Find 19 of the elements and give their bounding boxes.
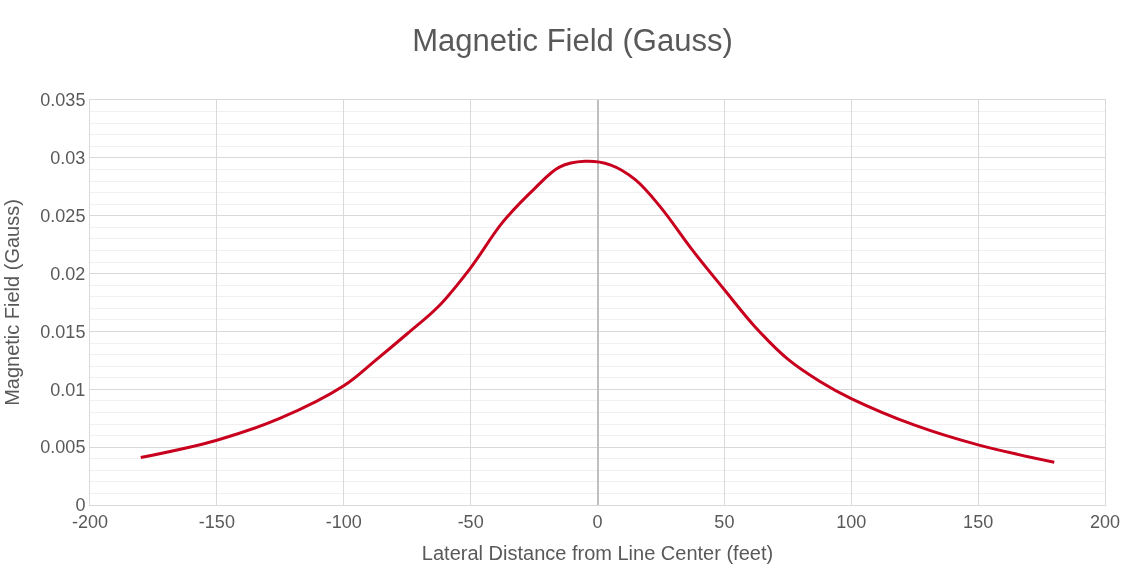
line-series [139,159,1056,464]
x-tick-label: -50 [457,511,484,532]
y-tick-label: 0.015 [40,321,86,342]
x-tick-label: 100 [836,511,867,532]
x-tick-label: 150 [963,511,994,532]
y-axis-title: Magnetic Field (Gauss) [0,199,23,406]
y-tick-label: 0.03 [50,148,86,169]
x-tick-label: 200 [1089,511,1121,532]
chart-title: Magnetic Field (Gauss) [412,22,733,58]
y-tick-label: 0.035 [40,90,86,111]
x-tick-label: -100 [325,511,362,532]
y-tick-label: 0.005 [40,437,86,458]
x-axis-title: Lateral Distance from Line Center (feet) [421,542,774,565]
y-tick-label: 0.02 [50,263,86,284]
x-tick-label: 50 [714,511,735,532]
y-tick-label: 0.01 [50,379,86,400]
x-tick-label: -150 [198,511,235,532]
x-tick-label: 0 [592,511,603,532]
y-tick-label: 0.025 [40,206,86,227]
